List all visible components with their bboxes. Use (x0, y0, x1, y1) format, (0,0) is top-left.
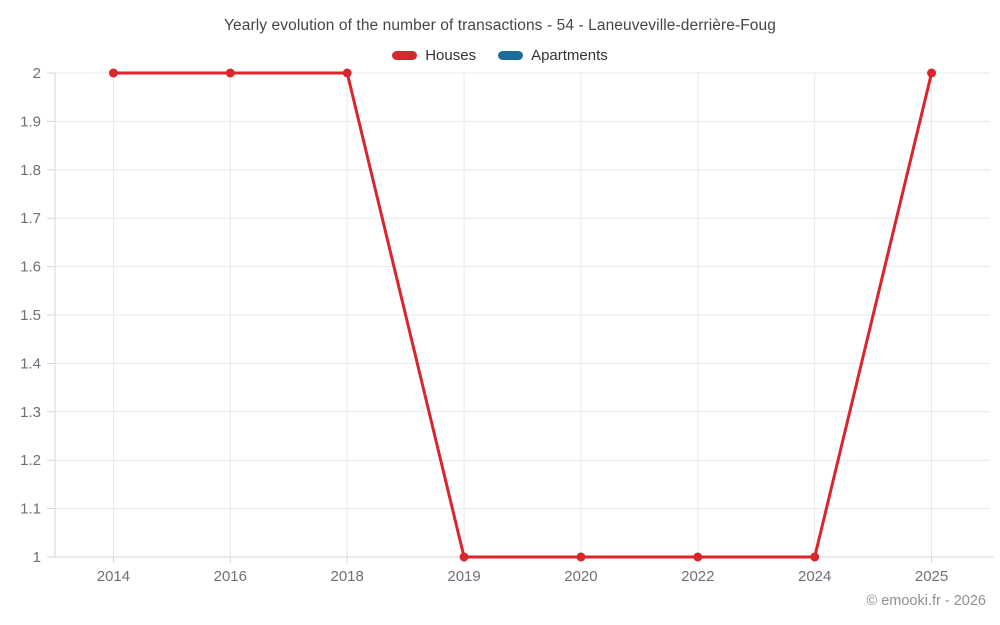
y-axis-label: 1.6 (20, 259, 41, 276)
x-axis-label: 2014 (97, 568, 130, 585)
x-axis-label: 2018 (331, 568, 364, 585)
x-axis-label: 2022 (681, 568, 714, 585)
legend-swatch-icon (392, 51, 418, 60)
x-axis-label: 2019 (447, 568, 480, 585)
chart-title: Yearly evolution of the number of transa… (224, 17, 776, 34)
y-axis-label: 1.5 (20, 307, 41, 324)
y-axis-label: 1.3 (20, 404, 41, 421)
data-point-houses[interactable] (459, 552, 469, 562)
legend-item-houses[interactable]: Houses (392, 47, 476, 64)
series-line-houses (111, 71, 934, 559)
chart-legend: Houses Apartments (0, 47, 1000, 64)
y-axis-label: 1.2 (20, 452, 41, 469)
y-axis-label: 2 (33, 65, 41, 82)
y-axis-label: 1 (33, 549, 41, 566)
x-axis-label: 2020 (564, 568, 597, 585)
y-axis-label: 1.1 (20, 501, 41, 518)
legend-label: Apartments (531, 47, 608, 64)
data-point-houses[interactable] (927, 68, 937, 78)
data-point-houses[interactable] (693, 552, 703, 562)
y-axis-label: 1.9 (20, 113, 41, 130)
data-point-houses[interactable] (108, 68, 118, 78)
legend-item-apartments[interactable]: Apartments (498, 47, 608, 64)
x-axis-label: 2016 (214, 568, 247, 585)
y-axis-label: 1.4 (20, 355, 41, 372)
data-point-houses[interactable] (225, 68, 235, 78)
legend-label: Houses (425, 47, 477, 64)
copyright-watermark: © emooki.fr - 2026 (866, 593, 986, 609)
data-point-houses[interactable] (576, 552, 586, 562)
data-point-houses[interactable] (810, 552, 820, 562)
x-axis-label: 2025 (915, 568, 948, 585)
x-axis-label: 2024 (798, 568, 831, 585)
data-point-houses[interactable] (342, 68, 352, 78)
y-axis-label: 1.8 (20, 162, 41, 179)
y-axis-label: 1.7 (20, 210, 41, 227)
legend-swatch-icon (498, 51, 524, 60)
